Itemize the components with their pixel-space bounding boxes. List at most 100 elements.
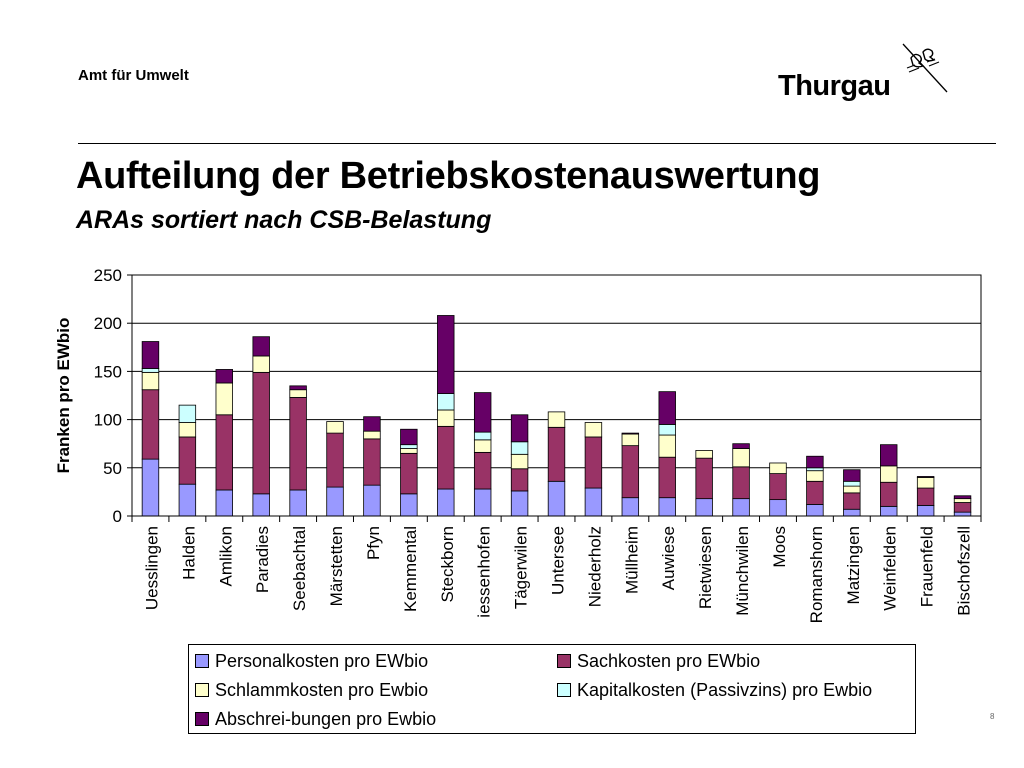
department-label: Amt für Umwelt	[78, 67, 189, 84]
bar-segment	[437, 393, 455, 411]
bar-segment	[400, 444, 418, 449]
bar-segment	[916, 487, 935, 506]
legend-item: Kapitalkosten (Passivzins) pro Ewbio	[557, 678, 872, 702]
x-category-label: Bischofszell	[955, 526, 974, 616]
bar-segment	[473, 451, 492, 490]
legend-swatch	[557, 683, 571, 697]
page-subtitle: ARAs sortiert nach CSB-Belastung	[76, 206, 492, 234]
bar-segment	[843, 485, 861, 494]
bar-segment	[400, 452, 418, 495]
x-category-label: Münchwilen	[733, 526, 752, 616]
x-category-label: Weinfelden	[881, 526, 900, 611]
bar-segment	[363, 484, 381, 517]
bar-segment	[695, 457, 713, 500]
bar-segment	[806, 470, 824, 482]
bar-segment	[880, 444, 898, 467]
bar-segment	[584, 436, 603, 489]
page-number: 8	[990, 712, 995, 721]
bar-segment	[510, 453, 529, 470]
x-category-label: Halden	[179, 526, 198, 580]
bar-segment	[252, 336, 270, 357]
legend-item: Schlammkosten pro Ewbio	[195, 678, 428, 702]
bar-segment	[953, 511, 972, 517]
legend-item: Sachkosten pro EWbio	[557, 649, 760, 673]
bar-segment	[473, 488, 492, 517]
bar-segment	[880, 505, 898, 517]
legend-swatch	[195, 654, 209, 668]
bar-segment	[363, 416, 381, 432]
bar-segment	[916, 476, 935, 478]
x-category-label: Romanshorn	[807, 526, 826, 623]
bar-segment	[732, 448, 750, 468]
legend-item: Personalkosten pro EWbio	[195, 649, 428, 673]
bar-segment	[141, 341, 160, 369]
bar-segment	[732, 443, 750, 449]
bar-segment	[769, 473, 787, 501]
bar-segment	[252, 493, 270, 517]
bar-segment	[252, 355, 270, 373]
x-category-label: Frauenfeld	[918, 526, 937, 607]
bar-segment	[437, 488, 455, 517]
bar-segment	[473, 439, 492, 453]
legend-label: Abschrei-bungen pro Ewbio	[215, 708, 437, 729]
bar-segment	[215, 414, 233, 491]
bar-segment	[769, 462, 787, 474]
legend-swatch	[195, 712, 209, 726]
x-category-label: Uesslingen	[142, 526, 161, 610]
bar-segment	[178, 483, 197, 517]
legend-label: Kapitalkosten (Passivzins) pro Ewbio	[577, 679, 873, 700]
bar-segment	[658, 456, 676, 499]
x-category-label: Pfyn	[364, 526, 383, 560]
bar-segment	[141, 371, 160, 391]
x-category-label: Tägerwilen	[512, 526, 531, 609]
bar-segment	[215, 382, 233, 416]
thurgau-lions-icon	[902, 43, 948, 93]
x-category-label: Kemmental	[401, 526, 420, 612]
bar-segment	[215, 369, 233, 384]
bar-segment	[769, 499, 787, 517]
bar-segment	[695, 498, 713, 517]
bar-segment	[473, 392, 492, 433]
bar-segment	[178, 422, 197, 438]
x-category-label: Rietwiesen	[696, 526, 715, 609]
bar-segment	[141, 389, 160, 460]
logo-text: Thurgau	[778, 70, 891, 102]
bar-segment	[547, 426, 566, 482]
x-category-label: Matzingen	[844, 526, 863, 604]
x-category-label: iessenhofen	[475, 526, 494, 618]
bar-segment	[510, 414, 529, 443]
page-title: Aufteilung der Betriebskostenauswertung	[76, 155, 821, 197]
y-axis-label: Franken pro EWbio	[54, 318, 73, 474]
bar-segment	[843, 508, 861, 517]
bar-segment	[141, 458, 160, 517]
bar-segment	[658, 497, 676, 517]
bar-segment	[215, 489, 233, 517]
bar-segment	[732, 498, 750, 517]
x-category-label: Amlikon	[216, 526, 235, 586]
bar-segment	[363, 438, 381, 486]
bar-segment	[916, 477, 935, 489]
bar-segment	[880, 481, 898, 507]
bar-segment	[178, 404, 197, 423]
y-tick-label: 250	[94, 266, 122, 285]
bar-segment	[437, 425, 455, 490]
bar-segment	[326, 486, 344, 517]
bar-segment	[621, 445, 640, 499]
x-category-label: Auwiese	[659, 526, 678, 590]
y-tick-label: 200	[94, 314, 122, 333]
x-category-label: Paradies	[253, 526, 272, 593]
bar-segment	[621, 497, 640, 517]
bar-segment	[510, 468, 529, 492]
bar-segment	[289, 385, 307, 391]
bar-segment	[916, 504, 935, 517]
bar-segment	[658, 434, 676, 458]
bar-segment	[843, 469, 861, 482]
y-tick-label: 0	[113, 507, 122, 526]
bar-segment	[806, 467, 824, 472]
bar-segment	[843, 492, 861, 510]
bar-segment	[953, 502, 972, 513]
bar-segment	[953, 495, 972, 500]
bar-segment	[510, 490, 529, 517]
bar-segment	[400, 448, 418, 454]
bar-segment	[178, 436, 197, 485]
